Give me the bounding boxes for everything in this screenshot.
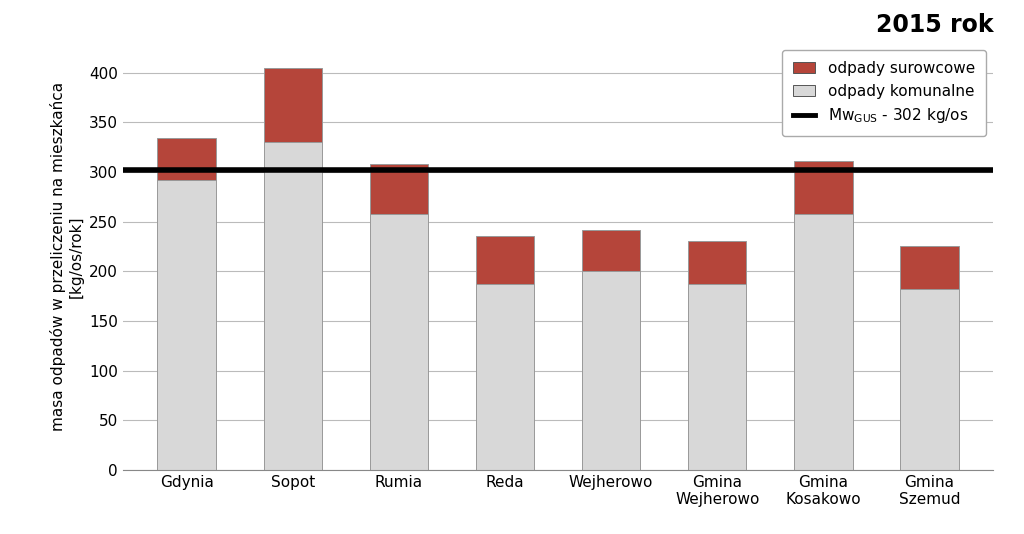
Bar xyxy=(582,271,640,470)
Text: 2015 rok: 2015 rok xyxy=(876,13,993,37)
Bar xyxy=(476,284,535,470)
Y-axis label: masa odpadów w przeliczeniu na mieszkańca
[kg/os/rok]: masa odpadów w przeliczeniu na mieszkańc… xyxy=(50,82,84,431)
Bar xyxy=(900,246,958,289)
Bar xyxy=(688,284,746,470)
Bar xyxy=(476,237,535,284)
Bar xyxy=(795,214,853,470)
Bar xyxy=(688,241,746,284)
Bar xyxy=(263,142,322,470)
Bar xyxy=(582,231,640,271)
Bar xyxy=(158,138,216,180)
Bar xyxy=(370,214,428,470)
Legend: odpady surowcowe, odpady komunalne, Mw$_{\mathregular{GUS}}$ - 302 kg/os: odpady surowcowe, odpady komunalne, Mw$_… xyxy=(782,50,986,136)
Bar xyxy=(263,68,322,142)
Bar xyxy=(795,161,853,214)
Bar xyxy=(370,164,428,214)
Bar xyxy=(900,289,958,470)
Bar xyxy=(158,180,216,470)
